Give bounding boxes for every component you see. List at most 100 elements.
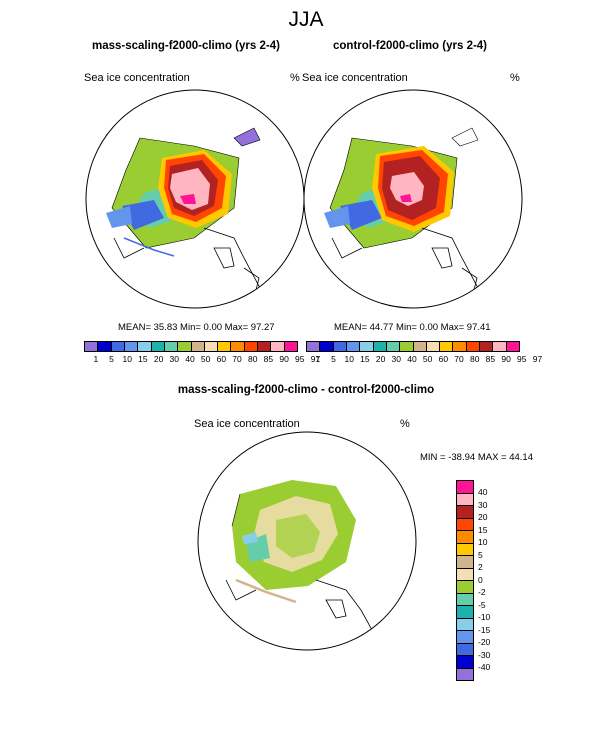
colorbar-tick-label: 5 bbox=[331, 354, 336, 364]
colorbar-swatch bbox=[258, 342, 272, 351]
diff-variable: Sea ice concentration bbox=[194, 418, 300, 430]
colorbar-swatch bbox=[493, 342, 507, 351]
diff-colorbar-swatch bbox=[457, 643, 473, 656]
diff-colorbar-tick-label: 30 bbox=[478, 499, 488, 510]
colorbar-tick-label: 10 bbox=[344, 354, 354, 364]
colorbar-tick-label: 30 bbox=[391, 354, 402, 364]
diff-colorbar-swatch bbox=[457, 668, 473, 680]
colorbar-tick-label: 90 bbox=[279, 354, 289, 364]
colorbar-tick-label: 85 bbox=[263, 354, 274, 364]
diff-colorbar-tick-label: -2 bbox=[478, 587, 486, 597]
colorbar-tick-label: 50 bbox=[422, 354, 433, 364]
colorbar-swatch bbox=[85, 342, 99, 351]
diff-colorbar-swatch bbox=[457, 581, 473, 594]
colorbar-tick-label: 97 bbox=[310, 354, 321, 364]
colorbar-tick-label: 40 bbox=[185, 354, 195, 364]
panel-left-units: % bbox=[290, 72, 300, 84]
colorbar-swatch bbox=[506, 342, 519, 351]
colorbar-swatch bbox=[440, 342, 454, 351]
diff-colorbar-tick-label: 40 bbox=[478, 487, 488, 497]
diff-colorbar-ticks: 40 30 20 15 10 5 2 0 -2 -5 -10 -15 -20 -30 -40 bbox=[478, 486, 490, 674]
colorbar-tick-label: 10 bbox=[122, 354, 132, 364]
colorbar-right bbox=[306, 341, 520, 352]
colorbar-swatch bbox=[98, 342, 112, 351]
colorbar-swatch bbox=[124, 342, 139, 351]
colorbar-swatch bbox=[138, 342, 152, 351]
diff-colorbar-swatch bbox=[457, 606, 473, 619]
colorbar-swatch bbox=[218, 342, 232, 351]
map-mass-scaling bbox=[85, 89, 305, 309]
diff-colorbar-tick-label: -20 bbox=[478, 637, 491, 647]
diff-stats: MIN = -38.94 MAX = 44.14 bbox=[420, 452, 534, 463]
colorbar-tick-label: 15 bbox=[360, 354, 370, 364]
colorbar-swatch bbox=[333, 342, 347, 351]
diff-colorbar-swatch bbox=[457, 656, 473, 669]
diff-colorbar-swatch bbox=[457, 593, 473, 606]
colorbar-swatch bbox=[111, 342, 125, 351]
diff-colorbar-swatch bbox=[457, 481, 473, 494]
colorbar-swatch bbox=[271, 342, 285, 351]
colorbar-swatch bbox=[466, 342, 481, 351]
colorbar-swatch bbox=[307, 342, 321, 351]
colorbar-swatch bbox=[320, 342, 334, 351]
colorbar-tick-label: 20 bbox=[375, 354, 386, 364]
colorbar-tick-label: 95 bbox=[517, 354, 527, 364]
colorbar-swatch bbox=[191, 342, 205, 351]
colorbar-tick-label: 50 bbox=[200, 354, 211, 364]
diff-colorbar-swatch bbox=[457, 631, 473, 644]
diff-title: mass-scaling-f2000-climo - control-f2000… bbox=[177, 384, 435, 396]
diff-colorbar-swatch bbox=[457, 531, 473, 544]
diff-colorbar-tick-label: -40 bbox=[478, 662, 491, 672]
colorbar-swatch bbox=[231, 342, 245, 351]
colorbar-swatch bbox=[204, 342, 219, 351]
panel-right-units: % bbox=[510, 72, 520, 84]
colorbar-tick-label: 90 bbox=[501, 354, 511, 364]
diff-colorbar-swatch bbox=[457, 568, 473, 581]
colorbar-tick-label: 1 bbox=[315, 354, 321, 364]
panel-left-variable: Sea ice concentration bbox=[84, 72, 190, 84]
diff-colorbar-tick-label: -10 bbox=[478, 612, 491, 622]
colorbar-tick-label: 40 bbox=[407, 354, 417, 364]
colorbar-tick-label: 30 bbox=[169, 354, 180, 364]
colorbar-tick-label: 70 bbox=[232, 354, 242, 364]
colorbar-swatch bbox=[284, 342, 297, 351]
map-control bbox=[303, 89, 523, 309]
panel-right-stats: MEAN= 44.77 Min= 0.00 Max= 97.41 bbox=[334, 322, 491, 333]
diff-units: % bbox=[400, 418, 410, 430]
diff-colorbar-swatch bbox=[457, 618, 473, 631]
map-difference bbox=[197, 431, 417, 651]
colorbar-tick-label: 5 bbox=[109, 354, 114, 364]
colorbar-swatch bbox=[244, 342, 259, 351]
colorbar-tick-label: 20 bbox=[153, 354, 164, 364]
colorbar-tick-label: 60 bbox=[438, 354, 449, 364]
figure-title: JJA bbox=[288, 8, 324, 31]
diff-colorbar-tick-label: 15 bbox=[478, 524, 488, 535]
diff-colorbar-tick-label: 20 bbox=[478, 512, 488, 522]
colorbar-left bbox=[84, 341, 298, 352]
colorbar-swatch bbox=[480, 342, 494, 351]
colorbar-swatch bbox=[426, 342, 441, 351]
colorbar-tick-label: 1 bbox=[93, 354, 99, 364]
colorbar-tick-label: 80 bbox=[247, 354, 258, 364]
diff-colorbar-tick-label: 5 bbox=[478, 549, 483, 560]
diff-colorbar-swatch bbox=[457, 506, 473, 519]
diff-colorbar-tick-label: -15 bbox=[478, 624, 491, 635]
colorbar-swatch bbox=[413, 342, 427, 351]
panel-right-title: control-f2000-climo (yrs 2-4) bbox=[333, 40, 488, 52]
colorbar-tick-label: 95 bbox=[295, 354, 305, 364]
diff-colorbar-swatch bbox=[457, 518, 473, 531]
colorbar-left-ticks: 1 5 10 15 20 30 40 50 60 70 80 85 90 95 97 bbox=[88, 354, 323, 364]
diff-colorbar-swatch bbox=[457, 493, 473, 506]
panel-left-stats: MEAN= 35.83 Min= 0.00 Max= 97.27 bbox=[118, 322, 275, 333]
colorbar-swatch bbox=[360, 342, 374, 351]
panel-right-variable: Sea ice concentration bbox=[302, 72, 408, 84]
colorbar-swatch bbox=[386, 342, 401, 351]
colorbar-tick-label: 15 bbox=[138, 354, 148, 364]
diff-colorbar-tick-label: 0 bbox=[478, 574, 483, 585]
colorbar-right-ticks: 1 5 10 15 20 30 40 50 60 70 80 85 90 95 97 bbox=[310, 354, 545, 364]
colorbar-tick-label: 85 bbox=[485, 354, 496, 364]
colorbar-swatch bbox=[346, 342, 361, 351]
colorbar-tick-label: 60 bbox=[216, 354, 227, 364]
colorbar-swatch bbox=[164, 342, 179, 351]
diff-colorbar-swatch bbox=[457, 556, 473, 569]
